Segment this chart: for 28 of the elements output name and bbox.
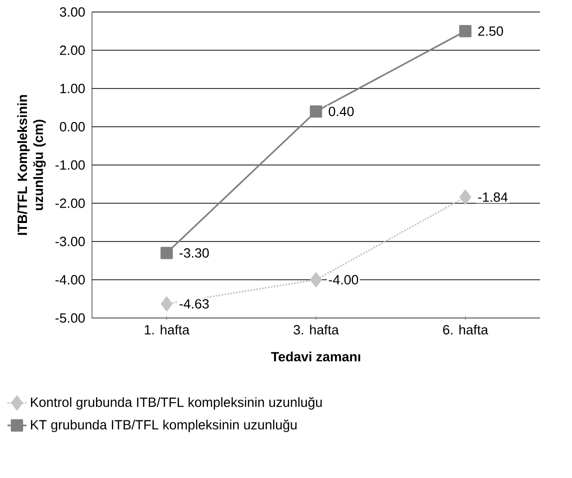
y-tick-label: -5.00 bbox=[55, 313, 85, 323]
y-tick-label: -1.00 bbox=[55, 160, 85, 170]
data-label: -4.63 bbox=[180, 299, 209, 309]
data-label: 2.50 bbox=[478, 26, 504, 36]
point bbox=[459, 24, 472, 38]
x-tick-label: 1. hafta bbox=[144, 324, 190, 334]
point bbox=[160, 246, 173, 260]
legend-label: KT grubunda ITB/TFL kompleksinin uzunluğu bbox=[30, 420, 297, 432]
point bbox=[310, 105, 322, 118]
legend-label: Kontrol grubunda ITB/TFL kompleksinin uzunluğu bbox=[30, 397, 322, 410]
y-tick-label: 1.00 bbox=[60, 84, 85, 94]
x-axis-title: Tedavi zamanı bbox=[271, 352, 360, 362]
y-axis-title: ITB/TFL Kompleksinin uzunluğu (cm) bbox=[17, 95, 46, 235]
y-tick-label: -4.00 bbox=[55, 275, 85, 284]
x-tick-label: 6. hafta bbox=[443, 324, 488, 334]
point bbox=[160, 296, 172, 312]
y-tick-label: -2.00 bbox=[55, 198, 85, 208]
x-tick-label: 3. hafta bbox=[294, 324, 339, 334]
y-tick-label: -3.00 bbox=[55, 236, 85, 246]
point bbox=[310, 272, 322, 288]
data-label: -4.00 bbox=[328, 275, 358, 284]
point bbox=[460, 190, 472, 205]
y-tick-label: 2.00 bbox=[60, 46, 85, 55]
data-label: -1.84 bbox=[478, 192, 508, 202]
y-tick-label: 0.00 bbox=[60, 122, 85, 132]
data-label: -3.30 bbox=[180, 248, 209, 258]
y-tick-label: 3.00 bbox=[60, 7, 85, 17]
data-label: 0.40 bbox=[328, 106, 354, 116]
